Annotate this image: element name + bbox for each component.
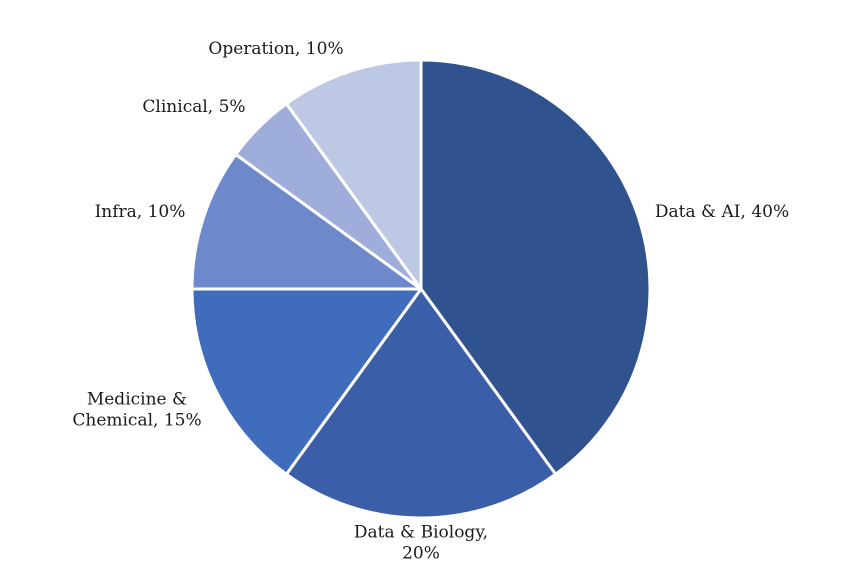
- slice-label: Clinical, 5%: [142, 97, 245, 117]
- slice-label-line: Chemical, 15%: [72, 411, 201, 431]
- slice-label: Infra, 10%: [95, 202, 186, 222]
- slice-label: Operation, 10%: [208, 39, 343, 59]
- pie-slice: [190, 152, 423, 291]
- slice-label-line: Data & AI, 40%: [655, 202, 789, 222]
- pie-slice: [419, 58, 652, 476]
- pie-slice: [284, 287, 558, 520]
- pie-slices: [190, 58, 652, 520]
- slice-label-line: Clinical, 5%: [142, 97, 245, 117]
- slice-label-line: Operation, 10%: [208, 39, 343, 59]
- slice-label-line: Data & Biology,: [354, 523, 488, 543]
- pie-slice: [190, 287, 423, 476]
- slice-label-line: 20%: [402, 544, 440, 564]
- slice-label: Data & Biology, 20%: [354, 523, 488, 564]
- pie-labels: Data & AI, 40% Data & Biology, 20% Medicine…: [72, 39, 789, 564]
- slice-label: Medicine & Chemical, 15%: [72, 390, 201, 431]
- slice-label-line: Medicine &: [87, 390, 187, 410]
- slice-label-line: Infra, 10%: [95, 202, 186, 222]
- pie-slice: [284, 58, 423, 291]
- slice-label: Data & AI, 40%: [655, 202, 789, 222]
